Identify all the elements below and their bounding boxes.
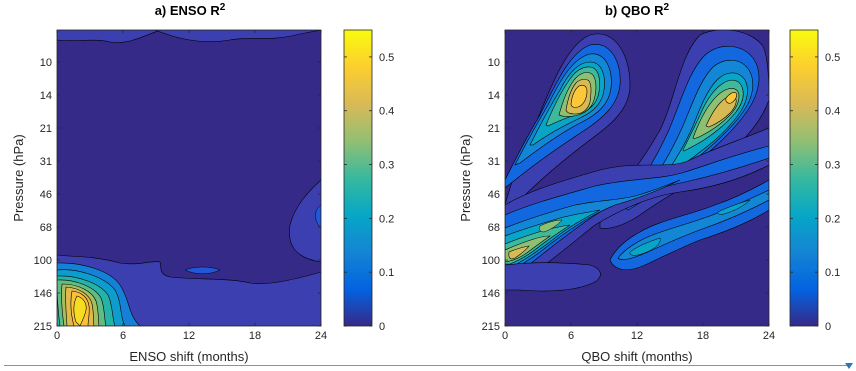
panel-a-ytick-label: 100 [34,255,52,267]
panel-b-ytick-label: 215 [482,321,500,333]
panel-a-contour-top [57,30,161,43]
panel-b-ytick-label: 31 [488,156,500,168]
panel-b-xtick-label: 12 [631,330,643,342]
panel-b-lower-local-max [538,219,563,233]
bottom-rule [4,365,848,366]
panel-b-ylabel: Pressure (hPa) [458,134,473,221]
panel-b-title: b) QBO R2 [605,2,670,18]
panel-a-colorbar-tick-label: 0 [379,321,385,333]
panel-b-lower-right-local-max [629,237,661,256]
panel-b-ticks: 0 6 12 18 24 10 14 21 31 46 68 100 146 215 [482,30,775,342]
panel-a-xtick-label: 0 [54,330,60,342]
panel-a-ylabel: Pressure (hPa) [11,134,26,221]
panel-b-right-peak [725,92,737,104]
panel-b-ytick-label: 21 [488,123,500,135]
panel-b-contours [505,30,769,326]
panel-b-xtick-label: 24 [763,330,775,342]
panel-b-ytick-label: 100 [482,255,500,267]
panel-a-colorbar-tick-label: 0.5 [379,52,394,64]
panel-a-colorbar-tick-label: 0.2 [379,213,394,225]
panel-a-xlabel: ENSO shift (months) [129,349,248,364]
panel-b-colorbar-tick-label: 0.5 [825,52,840,64]
panel-b-colorbar-tick-label: 0 [825,321,831,333]
panel-b-ytick-label: 68 [488,222,500,234]
panel-a-colorbar-ticks: 0 0.1 0.2 0.3 0.4 0.5 [344,52,394,333]
panel-a-ticks: 0 6 12 18 24 10 14 21 31 46 68 100 146 215 [34,30,327,342]
panel-a-title: a) ENSO R2 [155,2,226,18]
panel-a-ytick-label: 21 [40,123,52,135]
panel-b-ytick-label: 146 [482,288,500,300]
panel-b-lower-right-spot [717,199,751,215]
panel-b-colorbar-tick-label: 0.2 [825,213,840,225]
panel-b-lower-tail [505,262,601,292]
panel-b-colorbar-tick-label: 0.3 [825,160,840,172]
panel-a-contour-mid-spot [184,266,221,274]
panel-b-ytick-label: 14 [488,90,500,102]
panel-a-colorbar-tick-label: 0.4 [379,106,394,118]
panel-b-ytick-label: 10 [488,57,500,69]
panel-a-ytick-label: 46 [40,189,52,201]
panel-a-ytick-label: 14 [40,90,52,102]
panel-b-ytick-label: 46 [488,189,500,201]
panel-a-level-8 [73,295,87,326]
panel-a-ytick-label: 215 [34,321,52,333]
panel-b-xtick-label: 6 [568,330,574,342]
panel-b: b) QBO R2 [458,2,840,364]
panel-a-contour-right-edge [289,179,321,263]
panel-b-upper-peak [570,84,588,108]
panel-b-xtick-label: 18 [697,330,709,342]
panel-a-xtick-label: 6 [120,330,126,342]
panel-a-xtick-label: 18 [249,330,261,342]
panel-b-xlabel: QBO shift (months) [581,349,692,364]
panel-b-colorbar-ticks: 0 0.1 0.2 0.3 0.4 0.5 [790,52,840,333]
panel-a-ytick-label: 31 [40,156,52,168]
panel-b-colorbar-tick-label: 0.1 [825,267,840,279]
panel-b-lower-level-7 [508,245,530,260]
panel-a-contours [57,30,321,326]
corner-arrow-icon [845,363,853,369]
panel-a-ytick-label: 68 [40,222,52,234]
panel-a-ytick-label: 10 [40,57,52,69]
panel-a-xtick-label: 12 [183,330,195,342]
panel-b-colorbar-tick-label: 0.4 [825,106,840,118]
panel-a-xtick-label: 24 [315,330,327,342]
panel-a-colorbar [343,29,373,327]
panel-a-ytick-label: 146 [34,288,52,300]
panel-b-colorbar [789,29,819,327]
panel-a-colorbar-tick-label: 0.1 [379,267,394,279]
panel-a: a) ENSO R2 0 6 12 18 24 10 14 21 31 46 68 100 146 215… [11,2,394,364]
panel-a-contour-top-right [154,30,321,42]
panel-a-colorbar-tick-label: 0.3 [379,160,394,172]
panel-b-xtick-label: 0 [502,330,508,342]
